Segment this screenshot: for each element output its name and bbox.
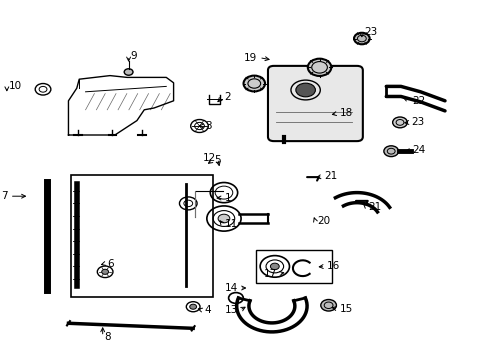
Text: 21: 21 <box>368 202 381 212</box>
Text: 14: 14 <box>224 283 237 293</box>
Text: 8: 8 <box>104 332 111 342</box>
Circle shape <box>392 117 407 128</box>
Circle shape <box>189 304 196 309</box>
Circle shape <box>383 146 398 157</box>
Text: 3: 3 <box>204 121 211 131</box>
Circle shape <box>353 33 369 44</box>
Text: 11: 11 <box>224 219 237 229</box>
Text: 5: 5 <box>214 155 221 165</box>
Text: 9: 9 <box>130 51 137 61</box>
Text: 23: 23 <box>411 117 424 127</box>
Text: 1: 1 <box>224 193 231 203</box>
Text: 2: 2 <box>224 92 231 102</box>
Text: 4: 4 <box>204 305 211 315</box>
Text: 15: 15 <box>339 304 352 314</box>
Text: 12: 12 <box>202 153 215 163</box>
Text: 19: 19 <box>244 53 257 63</box>
Text: 17: 17 <box>263 269 276 279</box>
Circle shape <box>243 76 264 91</box>
Text: 7: 7 <box>1 191 8 201</box>
Text: 16: 16 <box>326 261 340 271</box>
Bar <box>71 175 212 297</box>
Circle shape <box>270 263 279 270</box>
Text: 13: 13 <box>224 305 237 315</box>
Ellipse shape <box>295 83 315 97</box>
Text: 18: 18 <box>339 108 352 118</box>
Text: 6: 6 <box>107 258 114 269</box>
Text: 10: 10 <box>9 81 22 91</box>
FancyBboxPatch shape <box>267 66 362 141</box>
Text: 20: 20 <box>317 216 330 226</box>
Circle shape <box>320 300 336 311</box>
Text: 22: 22 <box>412 96 425 106</box>
Circle shape <box>307 59 331 76</box>
Text: 23: 23 <box>363 27 376 37</box>
Circle shape <box>124 69 133 75</box>
Circle shape <box>102 269 108 274</box>
Text: 24: 24 <box>412 145 425 156</box>
Bar <box>256 250 331 283</box>
Text: 21: 21 <box>324 171 337 181</box>
Circle shape <box>218 214 229 223</box>
